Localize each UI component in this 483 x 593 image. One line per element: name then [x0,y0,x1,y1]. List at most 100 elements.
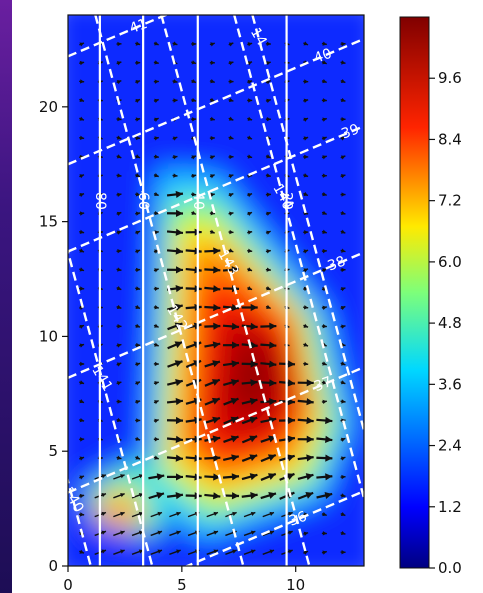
quiver-head-138 [135,381,140,386]
quiver-head-4 [157,549,162,554]
quiver-head-258 [135,230,140,235]
quiver-head-279 [247,211,253,216]
quiver-head-62 [120,474,125,479]
quiver-head-59 [341,493,346,498]
quiver-head-289 [154,191,159,197]
quiver-head-233 [231,266,239,274]
quiver-head-154 [154,361,159,367]
quiver-head-230 [175,266,184,274]
quiver-head-9 [250,549,256,554]
quiver-head-392 [116,61,122,66]
quiver-head-17 [120,530,125,535]
quiver-head-13 [322,550,327,555]
quiver-head-79 [154,455,159,460]
quiver-head-104 [340,437,346,442]
quiver-head-118 [325,416,333,425]
quiver-head-88 [325,454,333,462]
quiver-head-125 [175,397,183,406]
contour-b-142 [94,15,245,566]
colorbar-tick-label-1.2: 1.2 [438,498,462,516]
quiver-head-333 [135,135,141,141]
quiver-head-182 [117,324,122,329]
contour-b-144 [233,15,364,503]
contour-a-label-37: 37 [312,374,334,395]
quiver-head-82 [213,454,221,462]
quiver-head-78 [135,455,140,460]
contour-a-38 [68,251,364,379]
quiver-head-65 [176,473,184,481]
quiver-head-41 [288,511,293,516]
quiver-head-162 [303,361,309,366]
quiver-head-152 [116,362,122,367]
quiver-head-86 [286,454,295,462]
quiver-head-155 [174,360,183,367]
plot-frame [67,14,365,567]
quiver-head-161 [287,360,296,368]
colorbar-tick-label-2.4: 2.4 [438,437,462,455]
quiver-head-11 [288,549,293,554]
quiver-head-299 [341,192,346,197]
quiver-head-209 [340,306,346,311]
quiver-head-183 [135,323,141,328]
quiver-head-303 [135,173,141,178]
quiver-head-284 [340,210,346,216]
contour-b-143 [160,15,311,566]
quiver-head-405 [79,42,84,47]
quiver-head-69 [249,473,258,481]
quiver-head-172 [212,341,221,349]
quiver-head-385 [266,80,271,85]
quiver-head-352 [210,116,215,121]
quiver-head-327 [304,154,309,160]
colorbar [399,16,430,569]
quiver-head-213 [135,286,141,291]
quiver-head-150 [80,361,85,367]
quiver-head-413 [228,42,234,47]
quiver-head-74 [341,474,346,480]
quiver-head-321 [191,155,196,160]
quiver-head-55 [268,492,277,499]
quiver-head-254 [341,248,346,253]
quiver-head-283 [322,210,327,215]
quiver-head-67 [213,473,221,481]
quiver-head-388 [322,79,327,84]
quiver-head-89 [340,456,346,461]
quiver-head-400 [266,61,271,66]
quiver-head-228 [135,267,141,273]
quiver-head-14 [341,549,346,555]
quiver-head-158 [231,360,239,368]
quiver-head-113 [230,416,239,424]
quiver-head-143 [231,379,239,386]
quiver-head-393 [136,60,141,66]
quiver-head-242 [117,248,122,254]
colorbar-tick-label-4.8: 4.8 [438,314,462,332]
quiver-head-411 [192,41,197,47]
quiver-head-240 [79,248,84,253]
quiver-head-128 [230,397,239,405]
quiver-head-1 [101,549,106,554]
quiver-head-72 [305,473,314,481]
quiver-head-53 [231,492,240,500]
quiver-head-64 [156,473,165,481]
quiver-head-58 [324,492,333,500]
quiver-head-274 [154,210,159,216]
quiver-head-294 [247,192,253,198]
y-tick-label-15: 15 [39,213,58,231]
quiver-head-204 [250,303,258,312]
quiver-head-135 [79,380,85,385]
quiver-head-280 [266,211,271,216]
quiver-head-409 [154,41,159,46]
quiver-head-394 [154,60,159,65]
quiver-head-290 [175,190,183,198]
quiver-head-129 [249,397,258,405]
quiver-head-358 [322,117,327,122]
quiver-head-189 [250,322,258,330]
quiver-head-70 [267,473,276,480]
quiver-head-364 [154,98,159,103]
quiver-head-75 [79,456,85,461]
quiver-head-49 [156,492,164,499]
quiver-head-34 [157,511,162,516]
quiver-head-348 [135,117,141,122]
quiver-head-229 [154,268,159,273]
quiver-head-306 [191,173,197,179]
quiver-head-84 [249,454,258,462]
